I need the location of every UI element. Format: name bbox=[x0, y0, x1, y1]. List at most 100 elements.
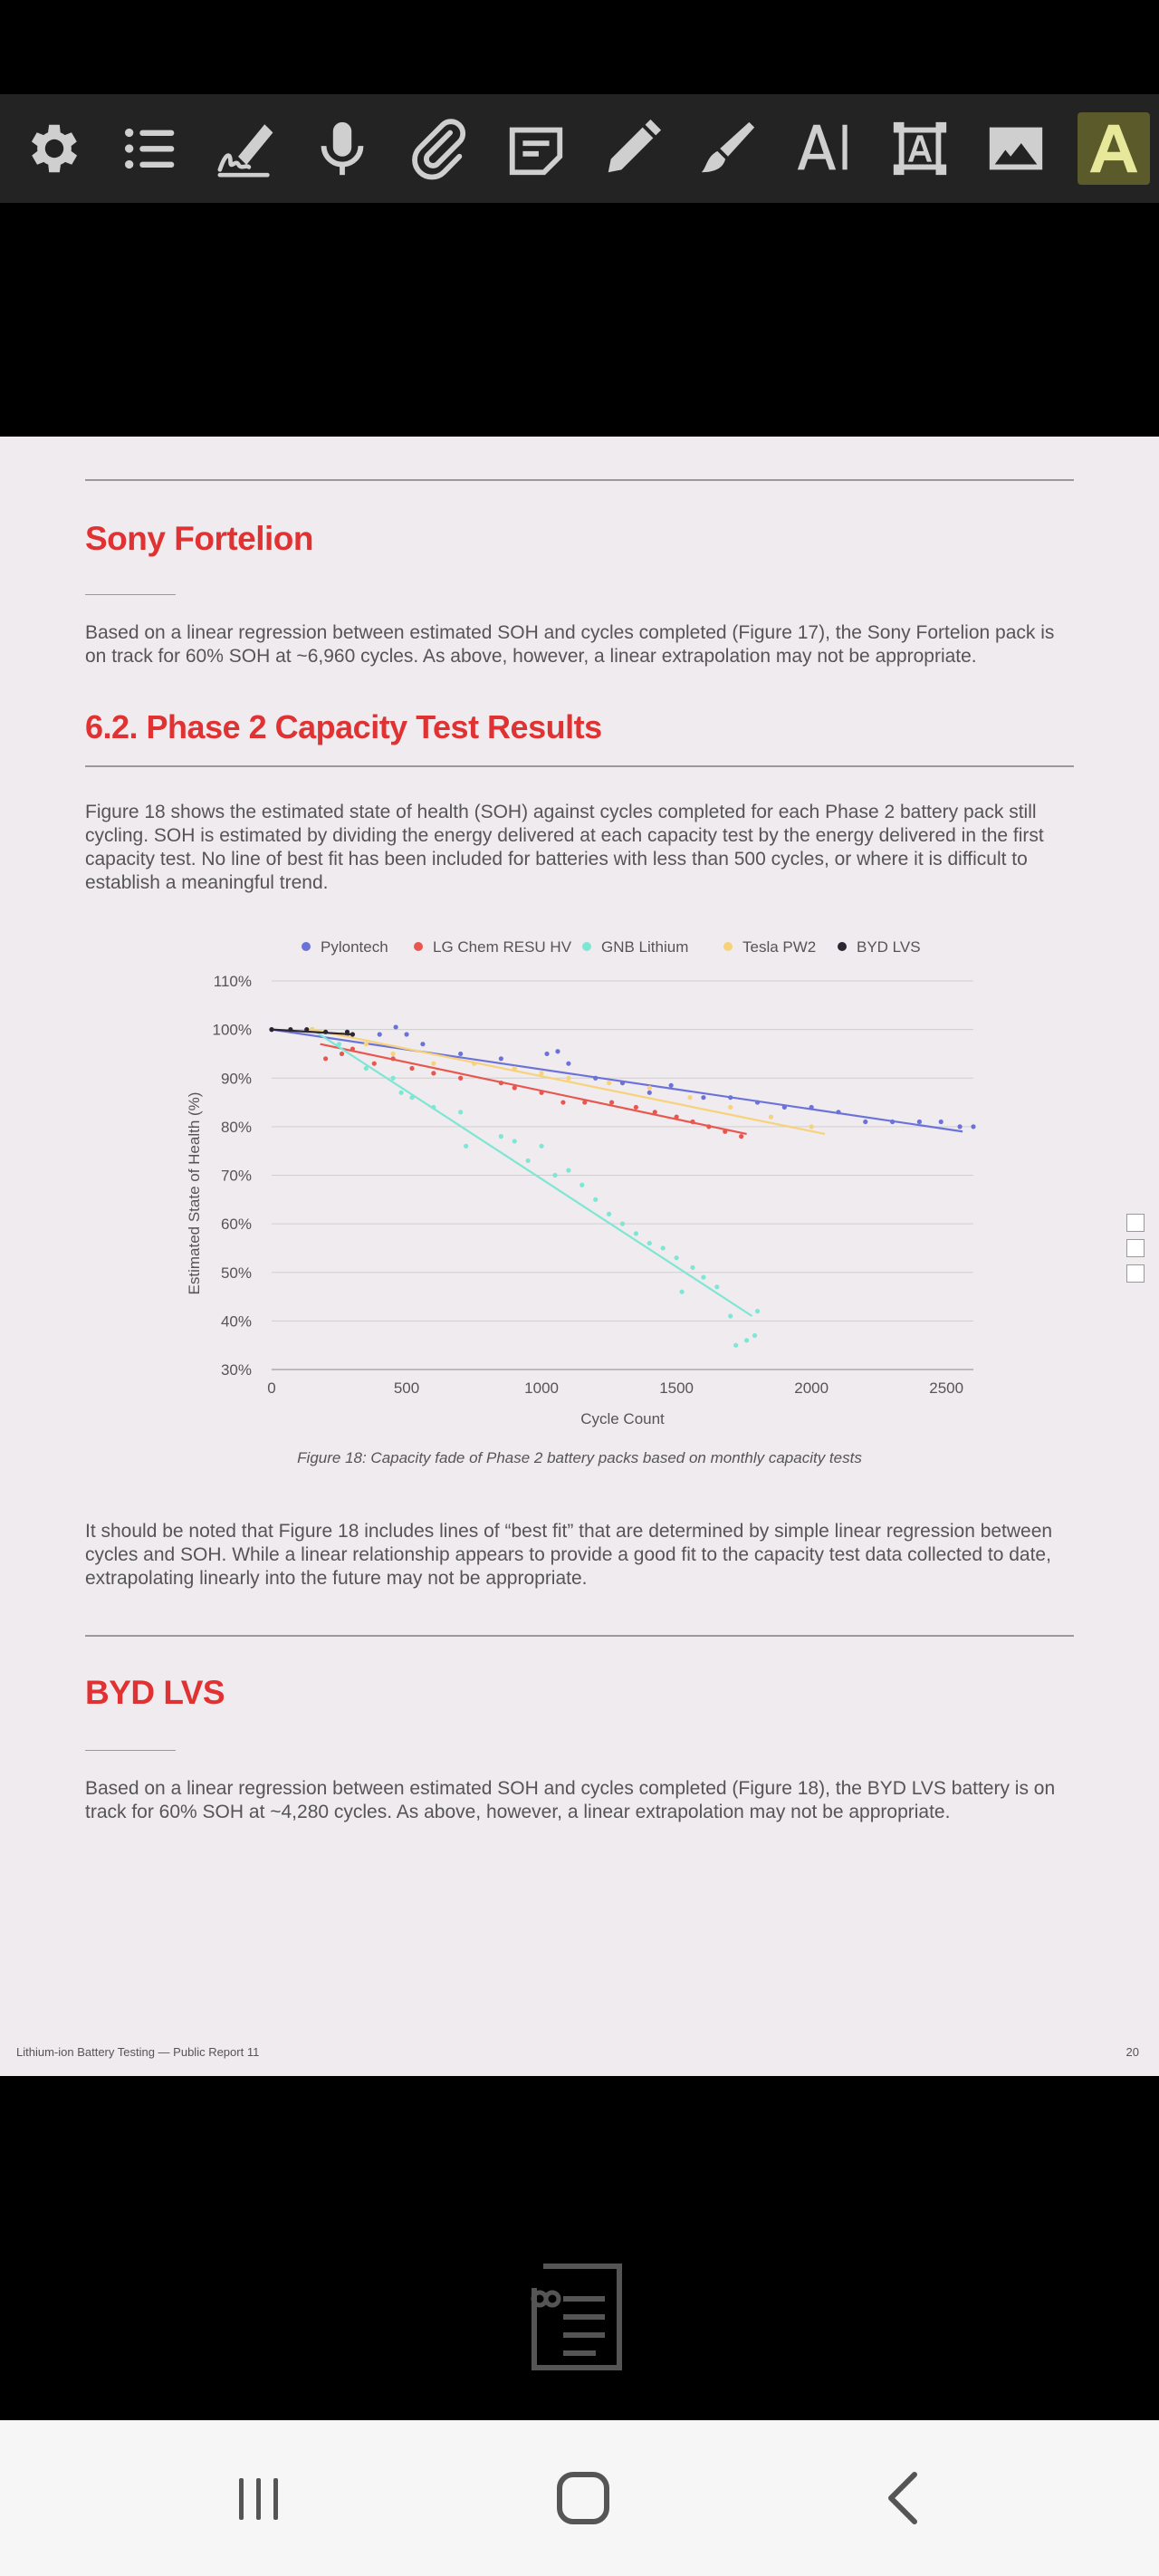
data-point bbox=[957, 1124, 963, 1129]
data-point bbox=[701, 1095, 706, 1101]
data-point bbox=[714, 1284, 720, 1290]
legend-label: Pylontech bbox=[321, 938, 388, 956]
home-button[interactable] bbox=[547, 2462, 619, 2534]
data-point bbox=[323, 1056, 329, 1062]
x-tick-label: 500 bbox=[394, 1379, 419, 1397]
text-line: establish a meaningful trend. bbox=[85, 872, 329, 893]
data-point bbox=[458, 1110, 464, 1115]
note-icon bbox=[509, 127, 563, 176]
data-point bbox=[390, 1075, 396, 1081]
voice-button[interactable] bbox=[306, 112, 378, 185]
data-point bbox=[458, 1075, 464, 1081]
figure-caption: Figure 18: Capacity fade of Phase 2 batt… bbox=[297, 1449, 862, 1466]
back-button[interactable] bbox=[869, 2462, 942, 2534]
section-heading-byd: BYD LVS bbox=[85, 1674, 225, 1711]
recent-apps-button[interactable] bbox=[223, 2462, 295, 2534]
outline-button[interactable] bbox=[114, 112, 187, 185]
data-point bbox=[606, 1081, 612, 1086]
pencil-icon bbox=[608, 119, 662, 173]
data-point bbox=[744, 1338, 750, 1343]
data-point bbox=[752, 1332, 758, 1339]
y-tick-label: 30% bbox=[221, 1361, 252, 1379]
data-point bbox=[938, 1119, 943, 1125]
data-point bbox=[363, 1042, 369, 1047]
data-point bbox=[701, 1274, 706, 1280]
data-point bbox=[431, 1061, 436, 1066]
x-tick-label: 0 bbox=[267, 1379, 275, 1397]
image-button[interactable] bbox=[980, 112, 1052, 185]
capacity-fade-chart: 30% 40% 50% 60% 70% 80% 90% 100% 110% 0 500 1000 150… bbox=[172, 917, 987, 1460]
y-tick-label: 40% bbox=[221, 1312, 252, 1330]
data-point bbox=[863, 1119, 868, 1125]
recent-apps-icon bbox=[239, 2478, 278, 2520]
data-point bbox=[512, 1139, 517, 1144]
data-point bbox=[498, 1056, 503, 1062]
y-tick-label: 100% bbox=[213, 1022, 252, 1039]
y-tick-label: 90% bbox=[221, 1070, 252, 1087]
data-point bbox=[539, 1071, 544, 1076]
data-point bbox=[404, 1032, 409, 1037]
data-point bbox=[555, 1049, 560, 1054]
home-icon bbox=[557, 2472, 609, 2524]
textbox-button[interactable] bbox=[884, 112, 956, 185]
y-tick-label: 70% bbox=[221, 1168, 252, 1185]
text-line: Based on a linear regression between est… bbox=[85, 1778, 1056, 1799]
heading-underline bbox=[85, 1750, 176, 1751]
gear-icon bbox=[31, 124, 78, 173]
annotation-toolbar bbox=[0, 94, 1159, 203]
data-point bbox=[566, 1168, 571, 1173]
data-point bbox=[633, 1231, 639, 1236]
signature-button[interactable] bbox=[210, 112, 283, 185]
page-footer: Lithium-ion Battery Testing — Public Rep… bbox=[16, 2045, 260, 2059]
legend-label: LG Chem RESU HV bbox=[433, 938, 572, 956]
legend-label: Tesla PW2 bbox=[742, 938, 816, 956]
data-point bbox=[971, 1124, 976, 1129]
data-point bbox=[544, 1051, 550, 1057]
x-tick-label: 2500 bbox=[929, 1379, 963, 1397]
data-point bbox=[674, 1255, 679, 1261]
trend-line bbox=[320, 1043, 747, 1135]
back-icon bbox=[888, 2472, 917, 2524]
highlight-button[interactable] bbox=[1078, 112, 1150, 185]
legend-swatch bbox=[838, 942, 847, 951]
pencil-button[interactable] bbox=[596, 112, 668, 185]
textbox-icon bbox=[893, 121, 947, 176]
data-point bbox=[687, 1095, 693, 1101]
page-number: 20 bbox=[1125, 2045, 1139, 2059]
y-tick-label: 110% bbox=[214, 973, 252, 990]
legend-label: BYD LVS bbox=[857, 938, 921, 956]
settings-button[interactable] bbox=[18, 112, 91, 185]
microphone-icon bbox=[321, 121, 364, 176]
section-divider bbox=[85, 1635, 1074, 1637]
data-point bbox=[647, 1085, 652, 1091]
data-point bbox=[916, 1119, 922, 1125]
data-point bbox=[606, 1211, 612, 1216]
data-point bbox=[566, 1061, 571, 1066]
paragraph-phase2: Figure 18 shows the estimated state of h… bbox=[85, 801, 1081, 895]
chart-svg: 30% 40% 50% 60% 70% 80% 90% 100% 110% 0 500 1000 150… bbox=[186, 938, 976, 1427]
data-point bbox=[668, 1082, 674, 1088]
paragraph-best-fit: It should be noted that Figure 18 includ… bbox=[85, 1520, 1081, 1591]
side-checkbox[interactable] bbox=[1126, 1214, 1145, 1232]
reading-mode-button[interactable] bbox=[525, 2261, 627, 2373]
side-checkbox[interactable] bbox=[1126, 1239, 1145, 1257]
text-line: It should be noted that Figure 18 includ… bbox=[85, 1521, 1053, 1542]
brush-button[interactable] bbox=[692, 112, 764, 185]
data-point bbox=[458, 1051, 464, 1057]
text-button[interactable] bbox=[788, 112, 860, 185]
note-button[interactable] bbox=[500, 112, 572, 185]
legend-swatch bbox=[302, 942, 311, 951]
highlight-text-icon bbox=[1089, 124, 1138, 173]
text-line: capacity test. No line of best fit has b… bbox=[85, 849, 1028, 870]
document-page: Sony Fortelion Based on a linear regress… bbox=[0, 437, 1159, 2076]
trend-line bbox=[311, 1028, 753, 1317]
data-point bbox=[539, 1143, 544, 1149]
attach-button[interactable] bbox=[402, 112, 474, 185]
data-point bbox=[733, 1342, 739, 1348]
text-line: on track for 60% SOH at ~6,960 cycles. A… bbox=[85, 646, 977, 667]
side-checkbox[interactable] bbox=[1126, 1264, 1145, 1283]
data-point bbox=[390, 1051, 396, 1057]
data-point bbox=[582, 1100, 588, 1105]
data-point bbox=[409, 1065, 415, 1072]
trend-line bbox=[271, 1028, 353, 1036]
